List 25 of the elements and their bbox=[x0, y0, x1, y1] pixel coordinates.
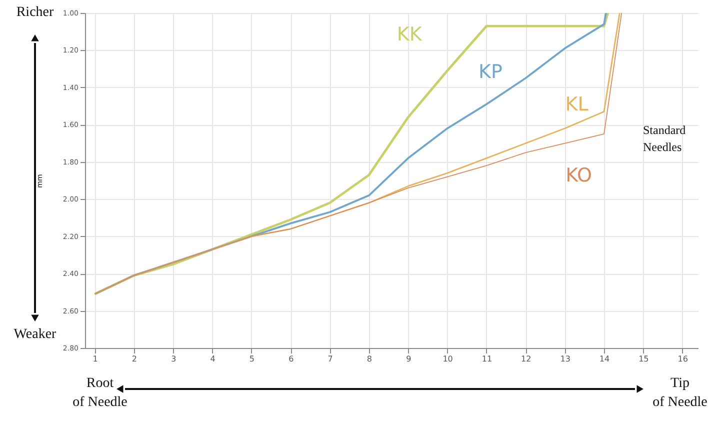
x-tick-label: 6 bbox=[288, 354, 294, 364]
x-tick-label: 5 bbox=[249, 354, 255, 364]
x-tick-label: 10 bbox=[442, 354, 453, 364]
x-tick-label: 2 bbox=[132, 354, 138, 364]
x-tick-label: 1 bbox=[92, 354, 98, 364]
x-tick-label: 13 bbox=[560, 354, 570, 364]
x-tick-label: 12 bbox=[521, 354, 532, 364]
x-tick-label: 11 bbox=[482, 354, 492, 364]
x-tick-label: 7 bbox=[328, 354, 333, 364]
text: Tip of Needle bbox=[652, 376, 708, 410]
text: Richer bbox=[16, 5, 54, 20]
x-tick-label: 4 bbox=[210, 354, 216, 364]
x-tick-label: 9 bbox=[406, 354, 412, 364]
x-tick-label: 14 bbox=[599, 354, 610, 364]
series-label: KL bbox=[565, 93, 589, 116]
series-label: KP bbox=[478, 61, 502, 84]
x-tick-label: 15 bbox=[638, 354, 649, 364]
text: Root of Needle bbox=[72, 376, 128, 410]
annotation: Standard Needles bbox=[643, 123, 686, 154]
series-label: KK bbox=[396, 24, 422, 46]
x-tick-label: 8 bbox=[366, 354, 372, 364]
series-label: KO bbox=[566, 164, 592, 186]
x-tick-label: 16 bbox=[678, 354, 688, 364]
text: Weaker bbox=[14, 327, 57, 342]
x-tick-label: 3 bbox=[171, 354, 176, 364]
